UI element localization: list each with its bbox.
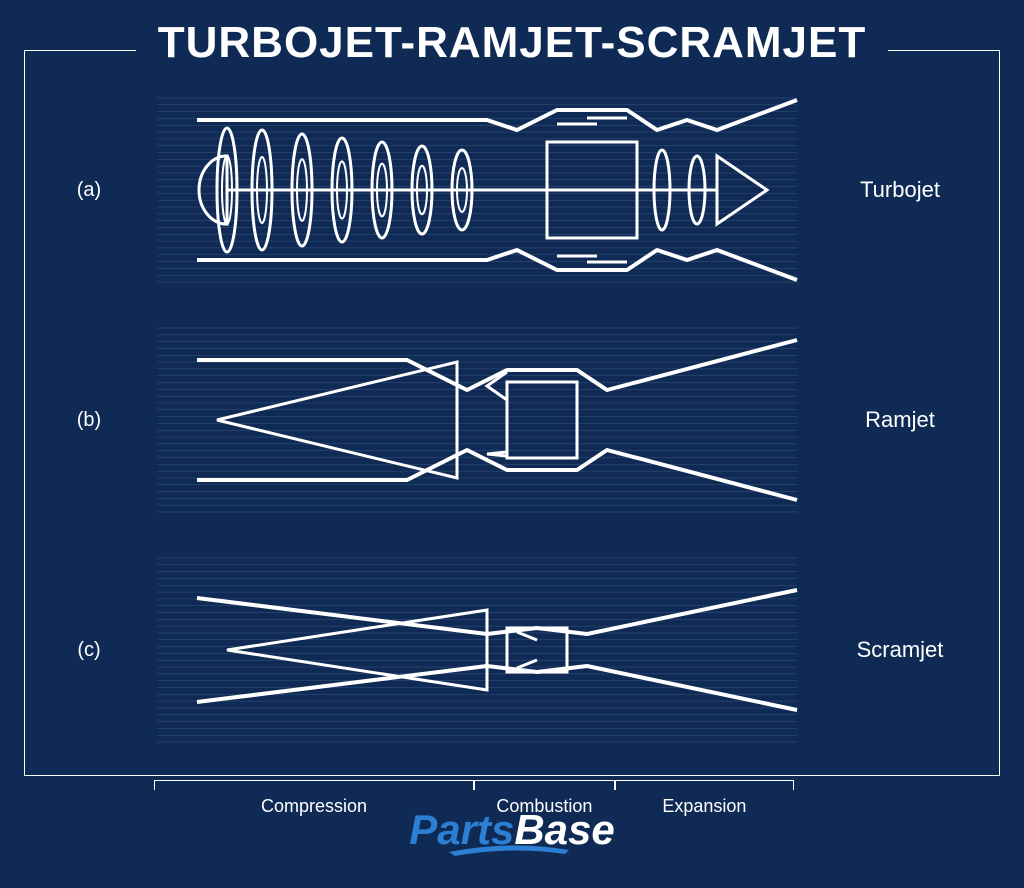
engine-diagram-turbojet bbox=[154, 90, 800, 290]
engine-tag: (b) bbox=[24, 409, 154, 432]
title-wrap: TURBOJET-RAMJET-SCRAMJET bbox=[0, 18, 1024, 68]
engine-rows: (a)Turbojet(b)Ramjet(c)ScramjetCompressi… bbox=[24, 90, 1000, 826]
page-title: TURBOJET-RAMJET-SCRAMJET bbox=[136, 18, 889, 68]
engine-row-ramjet: (b) Ramjet bbox=[24, 320, 1000, 520]
engine-row-turbojet: (a) Turbojet bbox=[24, 90, 1000, 290]
engine-name: Ramjet bbox=[800, 407, 1000, 433]
engine-name: Scramjet bbox=[800, 637, 1000, 663]
engine-tag: (c) bbox=[24, 639, 154, 662]
engine-name: Turbojet bbox=[800, 177, 1000, 203]
engine-tag: (a) bbox=[24, 179, 154, 202]
engine-diagram-scramjet bbox=[154, 550, 800, 750]
engine-row-scramjet: (c) Scramjet bbox=[24, 550, 1000, 750]
logo: PartsBase bbox=[0, 806, 1024, 858]
engine-diagram-ramjet bbox=[154, 320, 800, 520]
